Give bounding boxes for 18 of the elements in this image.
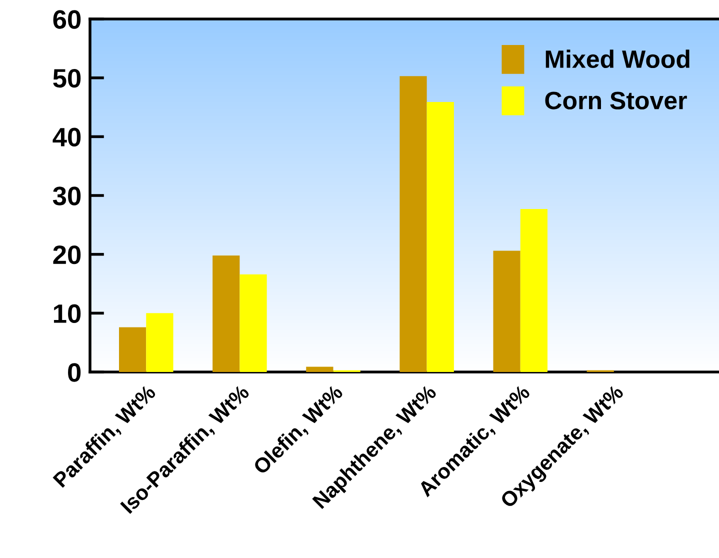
- bar: [119, 327, 146, 372]
- y-tick-label: 30: [52, 186, 81, 206]
- bar: [400, 76, 427, 372]
- legend-label: Corn Stover: [545, 92, 687, 110]
- y-tick-label: 60: [53, 10, 81, 29]
- y-tick-label: 0: [68, 363, 81, 382]
- bar: [520, 209, 548, 372]
- bar: [426, 102, 454, 372]
- bar: [240, 274, 267, 372]
- y-tick-label: 50: [53, 68, 81, 88]
- y-tick-label: 40: [52, 128, 81, 146]
- y-tick-label: 20: [53, 245, 81, 264]
- bar: [146, 313, 174, 372]
- bar: [493, 250, 520, 372]
- y-tick-label: 10: [54, 304, 81, 323]
- legend-label: Mixed Wood: [546, 50, 690, 68]
- bar: [212, 256, 240, 372]
- bar: [306, 366, 334, 372]
